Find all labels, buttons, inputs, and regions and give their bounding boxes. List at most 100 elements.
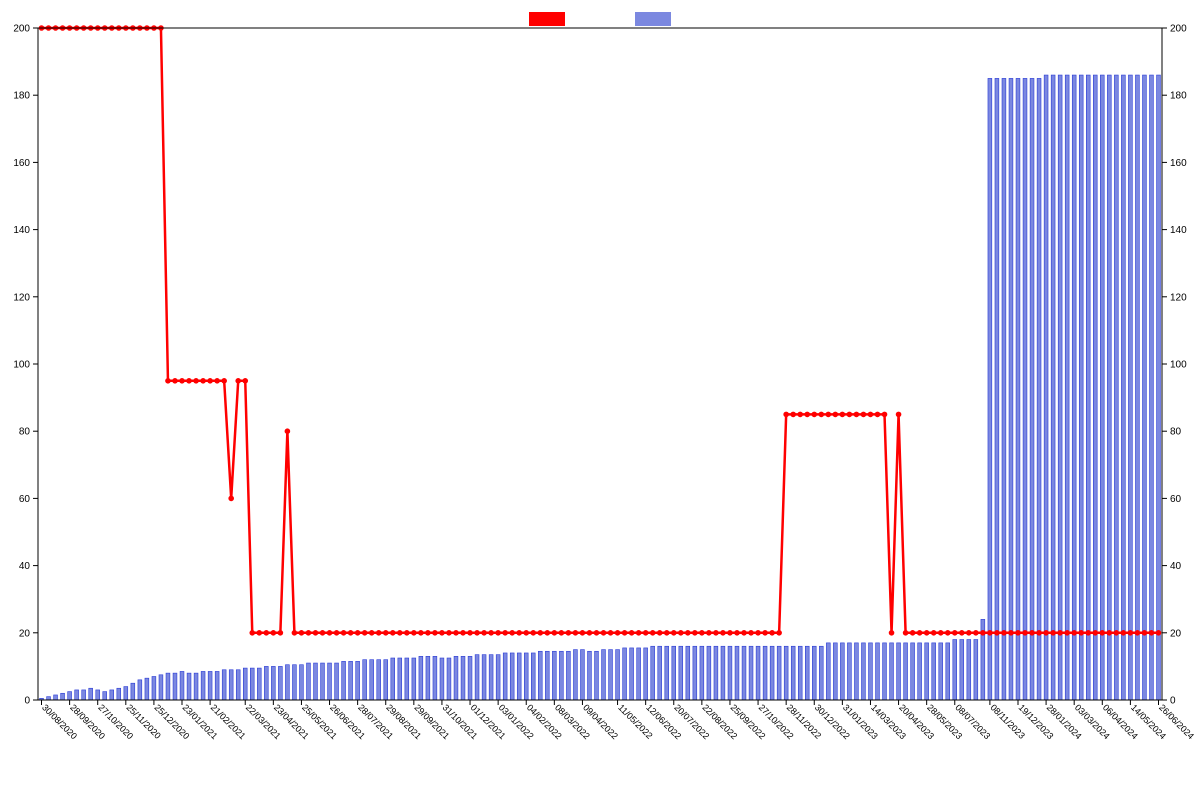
legend-swatch-line	[529, 12, 565, 26]
y-left-tick-label: 140	[13, 225, 30, 236]
bar	[897, 643, 901, 700]
line-marker	[200, 378, 206, 384]
bar	[75, 690, 79, 700]
y-axis-right: 020406080100120140160180200	[1162, 24, 1187, 707]
bar	[1002, 78, 1006, 700]
line-marker	[235, 378, 241, 384]
line-marker	[1078, 630, 1084, 636]
line-marker	[720, 630, 726, 636]
line-marker	[826, 412, 832, 418]
line-marker	[348, 630, 354, 636]
bar	[721, 646, 725, 700]
bar	[482, 655, 486, 700]
bar	[131, 683, 135, 700]
bar	[686, 646, 690, 700]
bar	[763, 646, 767, 700]
bar	[791, 646, 795, 700]
bar	[166, 673, 170, 700]
line-marker	[1071, 630, 1077, 636]
bar	[1037, 78, 1041, 700]
line-marker	[748, 630, 754, 636]
line-marker	[418, 630, 424, 636]
line-marker	[692, 630, 698, 636]
y-right-tick-label: 120	[1170, 292, 1187, 303]
line-marker	[552, 630, 558, 636]
bar	[1135, 75, 1139, 700]
line-marker	[636, 630, 642, 636]
line-marker	[299, 630, 305, 636]
bar	[194, 673, 198, 700]
bar	[770, 646, 774, 700]
bar	[988, 78, 992, 700]
line-marker	[622, 630, 628, 636]
bar	[974, 640, 978, 700]
bar	[995, 78, 999, 700]
line-marker	[165, 378, 171, 384]
bar-series	[40, 75, 1161, 700]
line-marker	[320, 630, 326, 636]
bar	[54, 695, 58, 700]
bar	[946, 643, 950, 700]
line-marker	[741, 630, 747, 636]
bar	[419, 656, 423, 700]
bar	[538, 651, 542, 700]
line-marker	[172, 378, 178, 384]
line-marker	[334, 630, 340, 636]
bar	[187, 673, 191, 700]
line-marker	[587, 630, 593, 636]
line-marker	[769, 630, 775, 636]
bar	[426, 656, 430, 700]
y-right-tick-label: 0	[1170, 696, 1176, 707]
bar	[307, 663, 311, 700]
line-marker	[734, 630, 740, 636]
bar	[356, 661, 360, 700]
bar	[1044, 75, 1048, 700]
bar	[749, 646, 753, 700]
y-left-tick-label: 200	[13, 24, 30, 35]
bar	[117, 688, 121, 700]
bar	[229, 670, 233, 700]
line-marker	[369, 630, 375, 636]
bar	[250, 668, 254, 700]
y-left-tick-label: 40	[19, 561, 31, 572]
line-marker	[959, 630, 965, 636]
bar	[510, 653, 514, 700]
legend	[529, 12, 671, 26]
line-marker	[474, 630, 480, 636]
bar	[545, 651, 549, 700]
bar	[847, 643, 851, 700]
y-left-tick-label: 160	[13, 158, 30, 169]
bar	[714, 646, 718, 700]
bar	[883, 643, 887, 700]
bar	[819, 646, 823, 700]
line-marker	[530, 630, 536, 636]
line-marker	[214, 378, 220, 384]
line-marker	[790, 412, 796, 418]
line-marker	[783, 412, 789, 418]
bar	[89, 688, 93, 700]
bar	[103, 692, 107, 700]
bar	[489, 655, 493, 700]
line-marker	[889, 630, 895, 636]
line-marker	[1043, 630, 1049, 636]
line-marker	[615, 630, 621, 636]
bar	[363, 660, 367, 700]
bar	[328, 663, 332, 700]
line-marker	[1156, 630, 1162, 636]
bar	[1009, 78, 1013, 700]
bar	[1051, 75, 1055, 700]
bar	[932, 643, 936, 700]
bar	[110, 690, 114, 700]
line-marker	[193, 378, 199, 384]
timeseries-combo-chart: 0204060801001201401601802000204060801001…	[0, 0, 1200, 800]
line-marker	[467, 630, 473, 636]
y-right-tick-label: 160	[1170, 158, 1187, 169]
bar	[278, 666, 282, 700]
bar	[1107, 75, 1111, 700]
bar	[1128, 75, 1132, 700]
bar	[405, 658, 409, 700]
line-marker	[306, 630, 312, 636]
bar	[1030, 78, 1034, 700]
line-marker	[355, 630, 361, 636]
bar	[342, 661, 346, 700]
